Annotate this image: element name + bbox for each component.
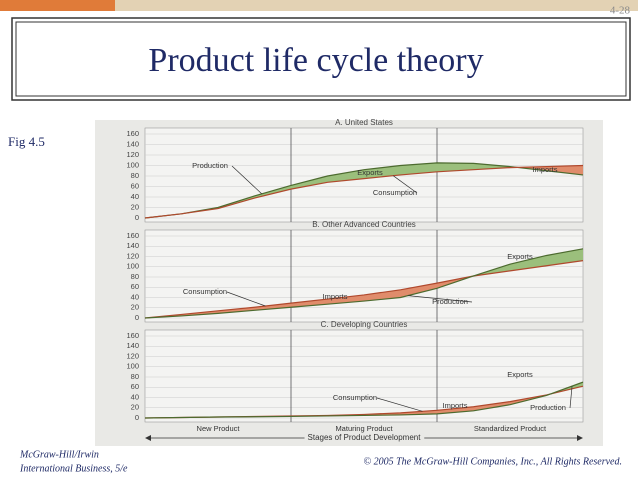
title-frame [11,17,631,101]
y-tick-label: 40 [131,392,139,401]
difference-area [327,294,364,305]
panel-background [144,329,584,423]
stage-label: Maturing Product [335,424,393,433]
annotation-arrow [407,295,473,303]
series-line [144,260,584,319]
y-tick-label: 60 [131,181,139,190]
y-tick-label: 140 [126,341,139,350]
title-frame-inner [15,21,627,97]
area-annotation: Exports [507,252,533,261]
footer-right: © 2005 The McGraw-Hill Companies, Inc., … [364,456,623,467]
y-tick-label: 140 [126,241,139,250]
y-tick-label: 60 [131,282,139,291]
annotation-arrow [231,165,263,195]
series-name: Consumption [333,393,377,402]
y-tick-label: 160 [126,129,139,138]
annotation-arrow [392,175,418,194]
slide-title: Product life cycle theory [148,42,483,79]
top-bar-accent [0,0,115,11]
series-line [144,164,584,219]
y-tick-label: 120 [126,351,139,360]
y-tick-label: 100 [126,160,139,169]
footer-left-1: McGraw-Hill/Irwin [19,449,99,460]
stage-label: Standardized Product [474,424,547,433]
area-annotation: Imports [532,165,557,174]
difference-area [254,303,291,311]
panel-background [144,229,584,323]
difference-area [473,401,510,411]
y-tick-label: 20 [131,303,139,312]
annotation-arrow [226,291,266,307]
y-tick-label: 0 [135,213,139,222]
stage-label: New Product [197,424,241,433]
panel-title: B. Other Advanced Countries [312,220,416,229]
y-tick-label: 160 [126,331,139,340]
area-annotation: Exports [357,168,383,177]
x-axis-label-bg [304,433,425,443]
series-line [144,248,584,319]
y-tick-label: 40 [131,292,139,301]
series-line [144,381,584,419]
y-tick-label: 120 [126,251,139,260]
panel-title: A. United States [335,118,393,127]
panel-title: C. Developing Countries [321,320,408,329]
y-tick-label: 80 [131,372,139,381]
y-tick-label: 20 [131,403,139,412]
difference-area [437,406,474,414]
page-number: 4-28 [610,5,631,17]
area-annotation: Exports [507,370,533,379]
series-name: Consumption [183,287,227,296]
arrow-head [577,435,583,441]
footer-left-2: International Business, 5/e [19,463,128,474]
y-tick-label: 80 [131,272,139,281]
series-line [144,162,584,219]
y-tick-label: 140 [126,139,139,148]
figure-label: Fig 4.5 [8,134,45,149]
arrow-head [145,435,151,441]
difference-area [546,165,583,175]
y-tick-label: 60 [131,382,139,391]
series-name: Production [432,297,468,306]
y-tick-label: 160 [126,231,139,240]
series-name: Production [530,403,566,412]
y-tick-label: 100 [126,262,139,271]
difference-area [218,307,255,314]
annotation-arrow [376,397,423,412]
difference-area [400,162,437,175]
series-name: Production [192,161,228,170]
y-tick-label: 80 [131,171,139,180]
difference-area [291,299,328,308]
top-bar [115,0,638,11]
y-tick-label: 0 [135,413,139,422]
x-axis-label: Stages of Product Development [308,433,422,442]
y-tick-label: 40 [131,192,139,201]
y-tick-label: 120 [126,150,139,159]
y-tick-label: 0 [135,313,139,322]
y-tick-label: 100 [126,362,139,371]
annotation-arrow [569,386,573,409]
series-name: Consumption [373,188,417,197]
difference-area [291,176,328,190]
difference-area [437,162,474,172]
y-tick-label: 20 [131,202,139,211]
difference-area [400,283,437,298]
area-annotation: Imports [322,292,347,301]
area-annotation: Imports [442,401,467,410]
